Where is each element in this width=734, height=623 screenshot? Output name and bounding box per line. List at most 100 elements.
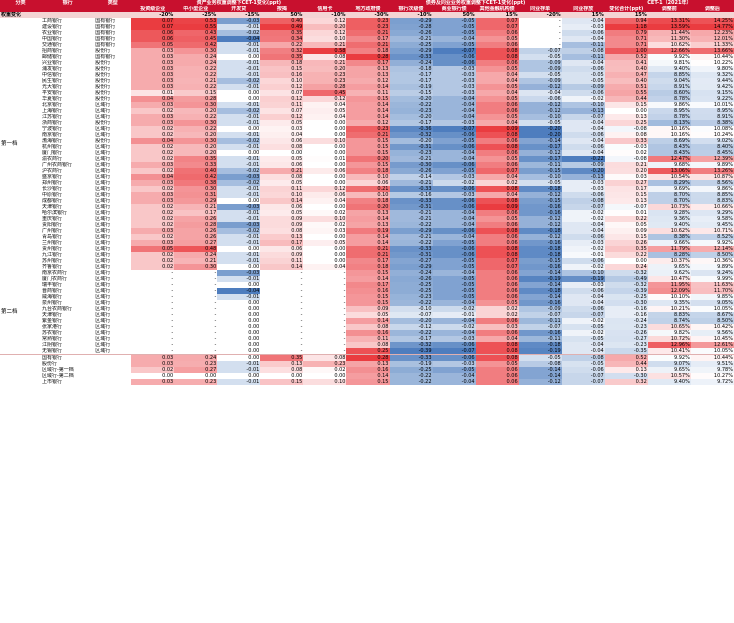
heat-cell: 0.21 xyxy=(260,168,304,174)
bank-name: 中信银行 xyxy=(42,72,63,78)
heat-cell: 12.47% xyxy=(647,156,691,162)
bank-type: 国有银行 xyxy=(95,18,116,24)
heat-cell: -0.24 xyxy=(389,60,433,66)
heat-cell: 0.12 xyxy=(303,18,347,24)
heat-cell: -0.39 xyxy=(389,348,433,355)
heat-cell: 0.58 xyxy=(303,48,347,54)
table-row: 民生银行 股份行 0.03 0.21 -0.02 0.10 0.23 0.12 -0.17 -0.… xyxy=(0,78,734,84)
heat-cell: 8.28% xyxy=(647,252,691,258)
heat-cell: -0.20 xyxy=(389,114,433,120)
column-header: 调整后 xyxy=(690,6,734,12)
heat-cell: 0.22 xyxy=(174,84,218,90)
table-row: 广州银行 区域行 0.03 0.26 -0.02 0.08 0.03 0.19 -0.29 -0.… xyxy=(0,228,734,234)
heat-cell: -0.25 xyxy=(389,42,433,48)
heat-cell: -0.07 xyxy=(561,379,605,385)
table-row: 厦门银行 区域行 0.02 0.20 0.00 0.00 0.00 0.15 -0.23 -0.0… xyxy=(0,150,734,156)
heat-cell: 9.28% xyxy=(647,210,691,216)
heat-cell: -0.03 xyxy=(432,336,476,342)
table-row: 区域行-第二档 0.00 0.00 0.00 0.00 0.00 0.14 -0.22 -0.0… xyxy=(0,373,734,379)
heat-cell: -0.04 xyxy=(561,36,605,42)
heat-cell: 8.43% xyxy=(647,150,691,156)
heat-cell: -0.01 xyxy=(217,144,261,150)
heat-cell: - xyxy=(171,306,174,312)
heat-cell: 0.00 xyxy=(303,132,347,138)
heat-cell: 0.04 xyxy=(303,198,347,204)
heat-cell: -0.07 xyxy=(518,48,562,54)
bank-name: 区域行-第一档 xyxy=(42,367,74,373)
bank-type: 区域行 xyxy=(95,294,111,300)
heat-cell: 0.04 xyxy=(131,138,175,144)
header-column-row: 投资级企业 中小型企业 开发贷 按揭 信用卡 地方政府债 银行次级债 商业银行债 其他金融机构债… xyxy=(0,6,734,12)
heat-cell: -0.19 xyxy=(561,276,605,282)
heat-cell: 0.04 xyxy=(475,90,519,96)
heat-cell: -0.09 xyxy=(518,78,562,84)
heat-cell: 12.14% xyxy=(690,246,734,252)
heat-cell: 0.30 xyxy=(174,102,218,108)
heat-cell: 0.03 xyxy=(131,192,175,198)
heat-cell: 0.52 xyxy=(604,54,648,60)
bank-type: 区域行 xyxy=(95,174,111,180)
heat-cell: 0.14 xyxy=(346,318,390,324)
heat-cell: -0.26 xyxy=(389,30,433,36)
heat-cell: -0.22 xyxy=(389,240,433,246)
heat-cell: 0.17 xyxy=(346,282,390,288)
heat-cell: 0.04 xyxy=(475,174,519,180)
heat-cell: 0.07 xyxy=(131,18,175,24)
heat-cell: 0.03 xyxy=(131,114,175,120)
heat-cell: 0.08 xyxy=(260,367,304,373)
heat-cell: - xyxy=(171,318,174,324)
heat-cell: 0.09 xyxy=(475,204,519,210)
bank-name: 光大银行 xyxy=(42,84,63,90)
table-row: 泉州银行 区域行 - -0.00- -0.15 -0.22 -0.04 0.05 -0.16 -0… xyxy=(0,300,734,306)
table-row: 苏州银行 区域行 0.02 0.21 -0.01 0.11 0.00 0.17 -0.27 -0.… xyxy=(0,258,734,264)
heat-cell: -0.15 xyxy=(389,90,433,96)
bank-type: 区域行 xyxy=(95,204,111,210)
heat-cell: 0.18 xyxy=(346,264,390,270)
heat-cell: 0.00 xyxy=(303,204,347,210)
heat-cell: -0.04 xyxy=(432,114,476,120)
heat-cell: -0.01 xyxy=(217,156,261,162)
heat-cell: 0.00 xyxy=(217,324,261,330)
heat-cell: -0.05 xyxy=(561,361,605,367)
heat-cell: 8.38% xyxy=(690,120,734,126)
heat-cell: 0.07 xyxy=(475,258,519,264)
bank-type: 区域行 xyxy=(95,210,111,216)
heat-cell: 0.00 xyxy=(217,300,261,306)
weight-change-cell: 15% xyxy=(475,12,519,18)
weight-change-cell: 50% xyxy=(260,12,304,18)
heat-cell: 0.01 xyxy=(303,156,347,162)
heat-cell: 10.10% xyxy=(647,294,691,300)
heat-cell: -0.33 xyxy=(389,198,433,204)
heat-cell: - xyxy=(300,306,303,312)
bank-name: 天津银行 xyxy=(42,204,63,210)
heat-cell: 9.15% xyxy=(690,90,734,96)
heat-cell: - xyxy=(343,276,346,282)
heat-cell: 0.13 xyxy=(604,198,648,204)
heat-cell: 0.03 xyxy=(131,379,175,385)
bank-name: 成都银行 xyxy=(42,198,63,204)
heat-cell: 0.22 xyxy=(174,72,218,78)
heat-cell: 0.06 xyxy=(475,150,519,156)
heat-cell: 0.34 xyxy=(260,36,304,42)
heat-cell: 0.11 xyxy=(260,102,304,108)
heat-cell: 9.42% xyxy=(690,84,734,90)
bank-type: 区域行 xyxy=(95,252,111,258)
heat-cell: -0.07 xyxy=(561,204,605,210)
heat-cell: 0.03 xyxy=(303,228,347,234)
bank-name: 南京农商行 xyxy=(42,270,68,276)
heat-cell: -0.01 xyxy=(432,312,476,318)
heat-cell: 0.20 xyxy=(174,150,218,156)
heat-cell: -0.30 xyxy=(604,300,648,306)
heat-cell: -0.01 xyxy=(217,162,261,168)
heat-cell: 0.00 xyxy=(260,373,304,379)
heat-cell: -0.05 xyxy=(432,240,476,246)
heat-cell: 0.06 xyxy=(475,282,519,288)
heat-cell: 0.02 xyxy=(131,168,175,174)
heat-cell: 0.35 xyxy=(260,354,304,361)
heat-cell: -0.06 xyxy=(561,144,605,150)
heat-cell: -0.01 xyxy=(217,252,261,258)
heat-cell: -0.25 xyxy=(604,294,648,300)
bank-name: 威海银行 xyxy=(42,294,63,300)
heat-cell: 0.04 xyxy=(475,72,519,78)
heat-cell: -0.04 xyxy=(432,36,476,42)
